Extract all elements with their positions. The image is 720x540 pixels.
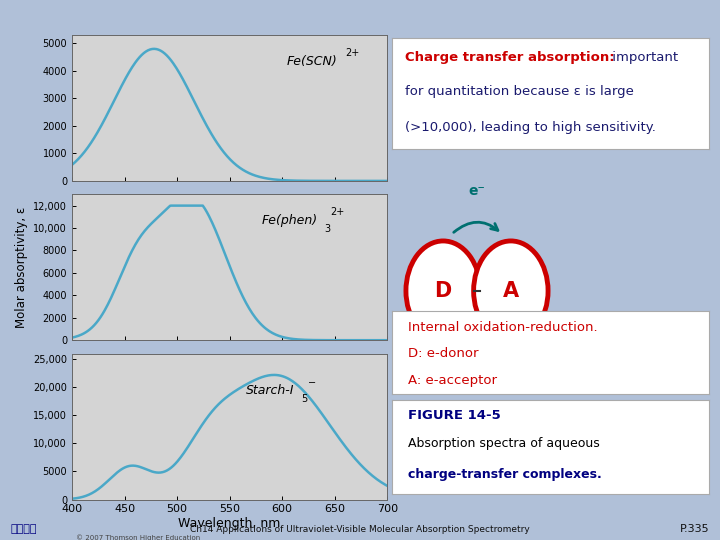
- Text: P.335: P.335: [680, 523, 709, 534]
- Text: Fe(phen): Fe(phen): [261, 214, 318, 227]
- Text: D: e-donor: D: e-donor: [408, 347, 479, 360]
- Text: FIGURE 14-5: FIGURE 14-5: [408, 409, 501, 422]
- Text: Charge transfer absorption:: Charge transfer absorption:: [405, 51, 615, 64]
- Text: 2+: 2+: [345, 48, 359, 58]
- Text: 5: 5: [301, 394, 307, 404]
- Text: © 2007 Thomson Higher Education: © 2007 Thomson Higher Education: [76, 535, 200, 540]
- Circle shape: [406, 241, 480, 341]
- Text: Starch-I: Starch-I: [246, 383, 294, 397]
- Text: 3: 3: [324, 225, 330, 234]
- FancyArrowPatch shape: [454, 222, 498, 232]
- Text: Fe(SCN): Fe(SCN): [287, 55, 337, 68]
- Text: for quantitation because ε is large: for quantitation because ε is large: [405, 85, 634, 98]
- Text: Absorption spectra of aqueous: Absorption spectra of aqueous: [408, 437, 600, 450]
- Text: A: e-acceptor: A: e-acceptor: [408, 374, 498, 387]
- Text: D: D: [435, 281, 451, 301]
- Text: e⁻: e⁻: [469, 184, 485, 198]
- Text: (>10,000), leading to high sensitivity.: (>10,000), leading to high sensitivity.: [405, 121, 656, 134]
- Text: Ch14 Applications of Ultraviolet-Visible Molecular Absorption Spectrometry: Ch14 Applications of Ultraviolet-Visible…: [190, 524, 530, 534]
- Text: A: A: [503, 281, 519, 301]
- Text: Internal oxidation-reduction.: Internal oxidation-reduction.: [408, 321, 598, 334]
- Text: 歐亞書局: 歐亞書局: [11, 523, 37, 534]
- Circle shape: [474, 241, 548, 341]
- Text: charge-transfer complexes.: charge-transfer complexes.: [408, 468, 602, 481]
- Text: Molar absorptivity, ε: Molar absorptivity, ε: [15, 207, 28, 328]
- Text: Wavelength, nm: Wavelength, nm: [179, 517, 281, 530]
- Text: −: −: [308, 378, 316, 388]
- Text: 2+: 2+: [330, 207, 345, 217]
- Text: important: important: [608, 51, 678, 64]
